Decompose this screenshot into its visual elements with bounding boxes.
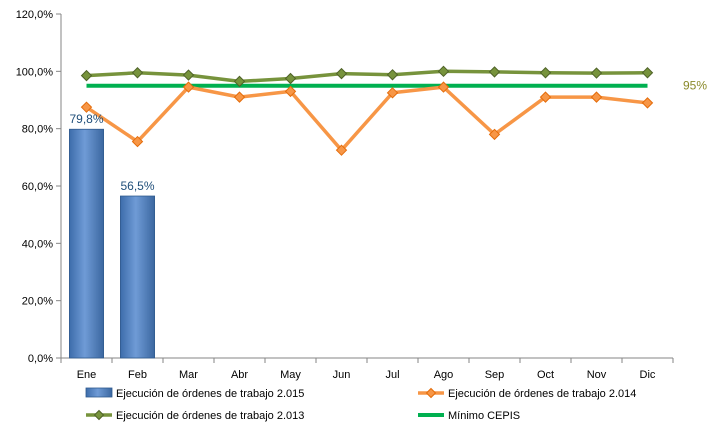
- y-tick-label: 120,0%: [16, 9, 54, 21]
- point-marker-ago: [437, 65, 450, 78]
- x-tick-label: Dic: [640, 369, 656, 381]
- legend-swatch-bar: [85, 387, 113, 398]
- y-tick-label: 40,0%: [22, 238, 53, 250]
- x-tick-label: Jul: [385, 369, 399, 381]
- y-tick-label: 20,0%: [22, 296, 53, 308]
- point-marker-mar: [182, 69, 195, 81]
- point-marker-oct: [539, 67, 552, 79]
- point-marker-sep: [488, 128, 501, 141]
- x-tick-label: Mar: [179, 369, 198, 381]
- point-marker-oct: [539, 91, 552, 103]
- legend-label: Ejecución de órdenes de trabajo 2.015: [116, 388, 304, 400]
- y-tick-label: 0,0%: [28, 353, 53, 365]
- reference-line-label: 95%: [683, 79, 707, 93]
- legend-item: Ejecución de órdenes de trabajo 2.013: [86, 409, 304, 422]
- y-tick-label: 80,0%: [22, 124, 53, 136]
- point-marker-feb: [131, 135, 144, 148]
- point-marker-nov: [590, 67, 603, 79]
- x-tick-label: Sep: [485, 369, 505, 381]
- point-marker-jun: [335, 144, 348, 156]
- y-tick-label: 60,0%: [22, 181, 53, 193]
- x-tick-label: Nov: [587, 369, 607, 381]
- point-marker-may: [284, 85, 297, 98]
- axes: 0,0% 20,0% 40,0% 60,0% 80,0% 100,0% 120,0% Ene F…: [16, 9, 674, 381]
- bar-ene: [69, 128, 104, 359]
- point-marker-dic: [641, 97, 654, 109]
- legend-label: Mínimo CEPIS: [448, 410, 520, 422]
- bar-data-label: 79,8%: [69, 112, 103, 126]
- x-tick-label: Abr: [231, 369, 248, 381]
- bar-series-2015: [69, 128, 155, 359]
- point-marker-jul: [386, 87, 399, 99]
- x-tick-label: May: [280, 369, 301, 381]
- series-line-1: [85, 85, 648, 152]
- x-tick-label: Oct: [537, 369, 554, 381]
- point-marker-ago: [437, 81, 450, 93]
- point-marker-mar: [182, 81, 195, 93]
- legend-label: Ejecución de órdenes de trabajo 2.013: [116, 410, 304, 422]
- point-marker-may: [284, 72, 297, 85]
- legend-item: Ejecución de órdenes de trabajo 2.014: [418, 387, 636, 400]
- point-marker-ene: [80, 69, 93, 82]
- legend-item: Mínimo CEPIS: [418, 410, 520, 422]
- bar-feb: [120, 195, 155, 359]
- series-line-2: [86, 69, 648, 84]
- point-marker-sep: [488, 66, 501, 78]
- point-marker-dic: [641, 67, 654, 79]
- legend-item: Ejecución de órdenes de trabajo 2.015: [85, 387, 304, 400]
- point-marker-feb: [131, 67, 144, 79]
- x-tick-label: Ago: [434, 369, 454, 381]
- point-marker-jul: [386, 69, 399, 81]
- point-marker-abr: [233, 75, 246, 88]
- line-series: [80, 65, 654, 156]
- point-marker-ene: [80, 101, 93, 113]
- legend-swatch-marker: [425, 387, 437, 399]
- legend: Ejecución de órdenes de trabajo 2.015 Eje…: [85, 387, 636, 422]
- y-tick-label: 100,0%: [16, 66, 54, 78]
- x-tick-label: Jun: [333, 369, 351, 381]
- legend-label: Ejecución de órdenes de trabajo 2.014: [448, 388, 636, 400]
- point-marker-jun: [335, 67, 348, 80]
- point-marker-abr: [233, 91, 246, 103]
- point-marker-nov: [590, 91, 603, 103]
- x-tick-label: Ene: [77, 369, 97, 381]
- x-tick-label: Feb: [128, 369, 147, 381]
- legend-swatch-marker: [93, 409, 105, 421]
- bar-data-label: 56,5%: [120, 179, 154, 193]
- data-labels: 79,8% 56,5% 95%: [69, 79, 707, 193]
